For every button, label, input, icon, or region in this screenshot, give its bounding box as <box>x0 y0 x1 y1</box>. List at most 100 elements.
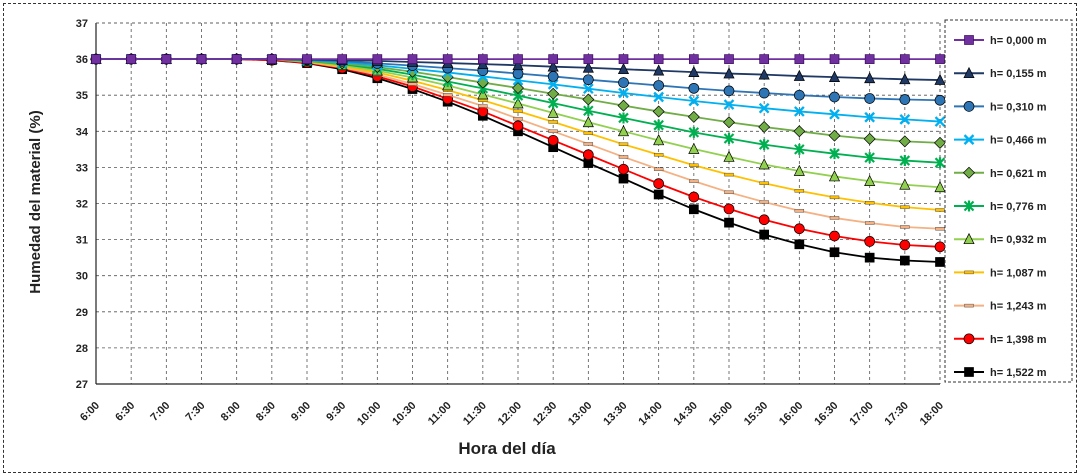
data-point <box>617 125 630 137</box>
data-point <box>899 239 911 251</box>
data-point <box>793 89 805 101</box>
data-point <box>829 195 840 200</box>
data-point <box>863 132 876 145</box>
data-point <box>935 257 945 267</box>
data-point <box>618 54 629 64</box>
legend-marker <box>963 166 975 179</box>
data-point <box>547 71 559 82</box>
data-point <box>582 93 595 106</box>
legend-label: h= 0,000 m <box>990 35 1047 47</box>
data-point <box>91 54 101 64</box>
x-tick-label: 7:00 <box>148 400 172 424</box>
data-point <box>196 54 207 64</box>
y-axis-title: Humedad del material (%) <box>27 110 44 293</box>
data-point <box>652 105 665 118</box>
x-tick-label: 8:00 <box>219 400 243 424</box>
data-point <box>794 209 805 213</box>
data-point <box>829 230 840 242</box>
data-point <box>266 54 277 64</box>
x-axis-title: Hora del día <box>458 439 556 458</box>
data-point <box>724 54 734 64</box>
legend-item: h= 0,310 m <box>954 101 1047 113</box>
data-point <box>407 82 418 86</box>
data-point <box>512 58 524 71</box>
data-point <box>829 247 840 258</box>
data-point <box>582 74 594 86</box>
x-tick-label: 12:00 <box>496 400 524 428</box>
data-point <box>617 99 630 112</box>
data-point <box>864 93 876 104</box>
x-tick-label: 10:30 <box>390 400 418 428</box>
legend-marker <box>963 101 975 112</box>
data-point <box>688 204 699 215</box>
data-point <box>899 255 910 266</box>
data-point <box>934 241 946 253</box>
data-point <box>477 88 489 100</box>
y-tick-label: 28 <box>76 343 88 355</box>
data-point <box>618 163 629 175</box>
data-point <box>653 80 665 91</box>
data-point <box>653 91 665 103</box>
data-point <box>793 125 806 138</box>
x-tick-label: 7:30 <box>184 400 208 424</box>
legend-marker <box>963 66 975 79</box>
data-point <box>688 126 700 138</box>
data-point <box>758 214 770 226</box>
y-tick-label: 27 <box>76 379 88 391</box>
legend-label: h= 0,932 m <box>990 234 1047 246</box>
legend-item: h= 1,087 m <box>954 267 1047 279</box>
data-point <box>372 54 383 64</box>
x-tick-label: 16:00 <box>777 400 805 428</box>
data-point <box>512 81 524 94</box>
data-point <box>547 134 559 146</box>
data-point <box>653 167 664 171</box>
data-point <box>583 54 594 64</box>
data-point <box>934 157 946 169</box>
data-point <box>653 119 664 131</box>
legend-item: h= 0,776 m <box>954 200 1047 213</box>
data-point <box>688 95 700 107</box>
legend-item: h= 1,522 m <box>954 367 1047 379</box>
legend-marker <box>964 270 974 275</box>
data-point <box>793 69 805 81</box>
x-tick-label: 13:00 <box>566 400 594 428</box>
data-point <box>864 54 875 64</box>
data-point <box>829 216 840 220</box>
data-point <box>442 93 453 97</box>
y-tick-label: 36 <box>76 54 88 66</box>
data-point <box>512 97 524 109</box>
data-point <box>723 203 735 215</box>
data-point <box>724 172 734 177</box>
x-tick-label: 9:00 <box>289 400 313 424</box>
data-point <box>689 163 699 167</box>
data-point <box>723 85 735 97</box>
data-point <box>512 120 524 132</box>
data-point <box>864 111 876 123</box>
data-point <box>828 129 841 142</box>
data-point <box>899 73 911 85</box>
data-point <box>864 252 875 263</box>
data-point <box>513 54 523 64</box>
x-tick-label: 10:00 <box>355 400 383 428</box>
legend-label: h= 0,155 m <box>990 68 1047 80</box>
data-point <box>583 142 594 146</box>
data-point <box>934 116 946 127</box>
data-point <box>618 173 629 184</box>
data-point <box>935 54 945 64</box>
data-point <box>864 174 876 186</box>
x-tick-label: 17:30 <box>883 400 911 428</box>
legend-item: h= 0,000 m <box>954 35 1047 47</box>
legend-item: h= 0,155 m <box>954 66 1047 80</box>
data-point <box>723 67 735 79</box>
y-tick-label: 35 <box>76 90 88 102</box>
data-point <box>793 164 805 176</box>
x-tick-label: 6:30 <box>113 400 137 424</box>
data-point <box>864 71 876 84</box>
legend-label: h= 0,776 m <box>990 201 1047 213</box>
x-tick-label: 14:30 <box>672 400 700 428</box>
data-point <box>934 94 946 106</box>
data-point <box>934 180 946 193</box>
data-point <box>583 105 594 117</box>
data-point <box>653 189 664 200</box>
data-point <box>407 54 418 64</box>
